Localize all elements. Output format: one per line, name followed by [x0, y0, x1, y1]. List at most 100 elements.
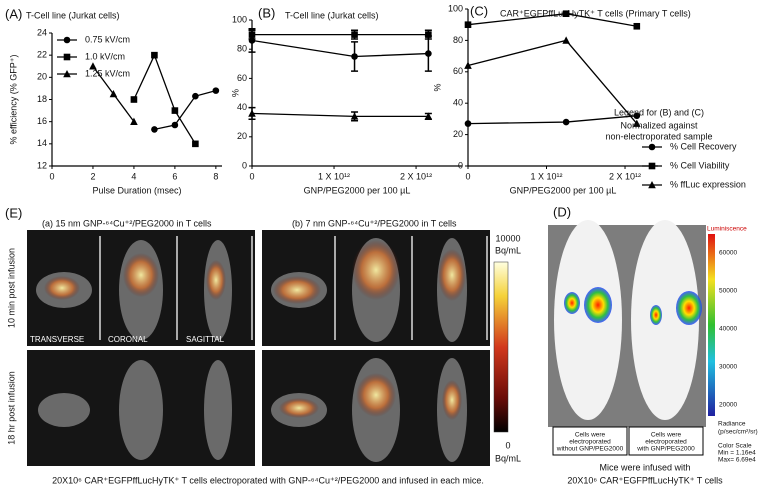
legend-marker [63, 36, 71, 44]
chart-title: CAR⁺EGFPffLucHyTK⁺ T cells (Primary T ce… [500, 8, 691, 18]
marker [151, 51, 158, 59]
ct-images [27, 230, 490, 466]
y-tick-label: 20 [237, 131, 247, 141]
marker [130, 96, 138, 103]
scale-min: Min = 1.16e4 [718, 450, 756, 457]
legend-label: % Cell Viability [670, 160, 730, 170]
row-label: 10 min post infusion [6, 248, 16, 328]
scale-title: Color Scale [718, 443, 752, 450]
y-axis-label: % [432, 83, 442, 91]
radiance: Radiance [718, 421, 746, 428]
legend-marker [648, 143, 656, 151]
label-box [628, 426, 704, 456]
x-tick-label: 6 [172, 171, 177, 181]
legend-marker [63, 70, 71, 78]
marker [151, 126, 158, 133]
x-axis-label: Pulse Duration (msec) [92, 185, 181, 195]
y-tick-label: 20 [453, 129, 463, 139]
box-text: with GNP/PEG2000 [636, 446, 695, 453]
marker [562, 118, 570, 126]
scale-max: Max= 6.69e4 [718, 457, 756, 464]
subtitle: (a) 15 nm GNP-⁶⁴Cu⁺²/PEG2000 in T cells [42, 218, 212, 228]
marker [212, 87, 220, 94]
y-tick-label: 80 [453, 35, 463, 45]
x-tick-label: 2 [90, 171, 95, 181]
y-tick-label: 18 [37, 94, 47, 104]
series-line [467, 39, 638, 125]
marker [192, 92, 199, 100]
y-tick-label: 24 [37, 27, 47, 37]
x-tick-label: 4 [131, 171, 136, 181]
box-text: Cells were [575, 432, 606, 439]
marker [130, 117, 138, 125]
panel-e: (E) (a) 15 nm GNP-⁶⁴Cu⁺²/PEG2000 in T ce… [5, 205, 521, 485]
row-label: 18 hr post infusion [6, 371, 16, 445]
colorbar [493, 261, 509, 433]
y-tick-label: 20 [37, 72, 47, 82]
marker [562, 36, 570, 44]
legend-marker [648, 181, 656, 189]
panel-label: (E) [5, 205, 22, 220]
y-tick-label: 80 [237, 44, 247, 54]
series-line [467, 115, 637, 125]
colorbar-tick-label: 40000 [719, 326, 737, 333]
y-tick-label: 100 [232, 14, 247, 24]
marker [248, 31, 256, 38]
subtitle: (b) 7 nm GNP-⁶⁴Cu⁺²/PEG2000 in T cells [292, 218, 457, 228]
panel-label: (D) [553, 204, 571, 219]
legend-marker [63, 53, 71, 61]
y-tick-label: 40 [237, 102, 247, 112]
colorbar-unit: Bq/mL [495, 245, 521, 255]
marker [562, 10, 570, 18]
legend-label: % Cell Recovery [670, 141, 737, 151]
panel-label: (C) [470, 3, 488, 18]
y-tick-label: 0 [458, 160, 463, 170]
series-line [133, 53, 196, 145]
box-text: electroporated [645, 439, 687, 446]
colorbar-title: Luminiscence [707, 226, 747, 233]
radiance: (p/sec/cm²/sr) [718, 429, 758, 436]
y-tick-label: 40 [453, 98, 463, 108]
legend-label: % ffLuc expression [670, 179, 746, 189]
y-tick-label: 60 [237, 73, 247, 83]
x-axis-label: GNP/PEG2000 per 100 µL [510, 185, 617, 195]
marker [192, 140, 199, 148]
marker [171, 107, 179, 114]
colorbar-tick-label: 60000 [719, 250, 737, 257]
marker [350, 112, 359, 120]
panel-d: (D) Cells were electroporated without GN… [548, 204, 758, 485]
colorbar-tick-label: 20000 [719, 402, 737, 409]
y-axis-label: % efficiency (% GFP⁺) [8, 54, 18, 144]
x-tick-label: 0 [249, 171, 254, 181]
caption: 20X10⁶ CAR⁺EGFPffLucHyTK⁺ T cells electr… [52, 475, 484, 485]
legend-label: 1.25 kV/cm [85, 68, 130, 78]
chart-title: T-Cell line (Jurkat cells) [26, 10, 120, 20]
marker [248, 109, 256, 117]
signal [564, 287, 702, 325]
box-text: Cells were [651, 432, 682, 439]
chart-title: T-Cell line (Jurkat cells) [285, 10, 379, 20]
legend-label: 0.75 kV/cm [85, 34, 130, 44]
marker [633, 22, 641, 30]
legend-label: 1.0 kV/cm [85, 51, 125, 61]
axes [467, 9, 658, 167]
mice [554, 220, 699, 420]
x-tick-label: 0 [465, 171, 470, 181]
marker [424, 112, 433, 120]
series-line [154, 90, 217, 131]
marker [633, 119, 641, 127]
y-tick-label: 16 [37, 116, 47, 126]
caption: Mice were infused with [599, 462, 690, 472]
colorbar-ticks: 60000 50000 40000 30000 20000 [719, 250, 737, 409]
panel-label: (A) [5, 6, 22, 21]
box-text: without GNP/PEG2000 [556, 446, 624, 453]
marker [425, 50, 432, 57]
marker [89, 62, 97, 70]
x-tick-label: 2 X 10¹² [609, 171, 641, 181]
colorbar-tick-label: 30000 [719, 364, 737, 371]
series-line [251, 39, 429, 58]
legend-note: non-electroporated sample [605, 131, 712, 141]
colorbar-unit: Bq/mL [495, 453, 521, 463]
x-tick-label: 0 [49, 171, 54, 181]
